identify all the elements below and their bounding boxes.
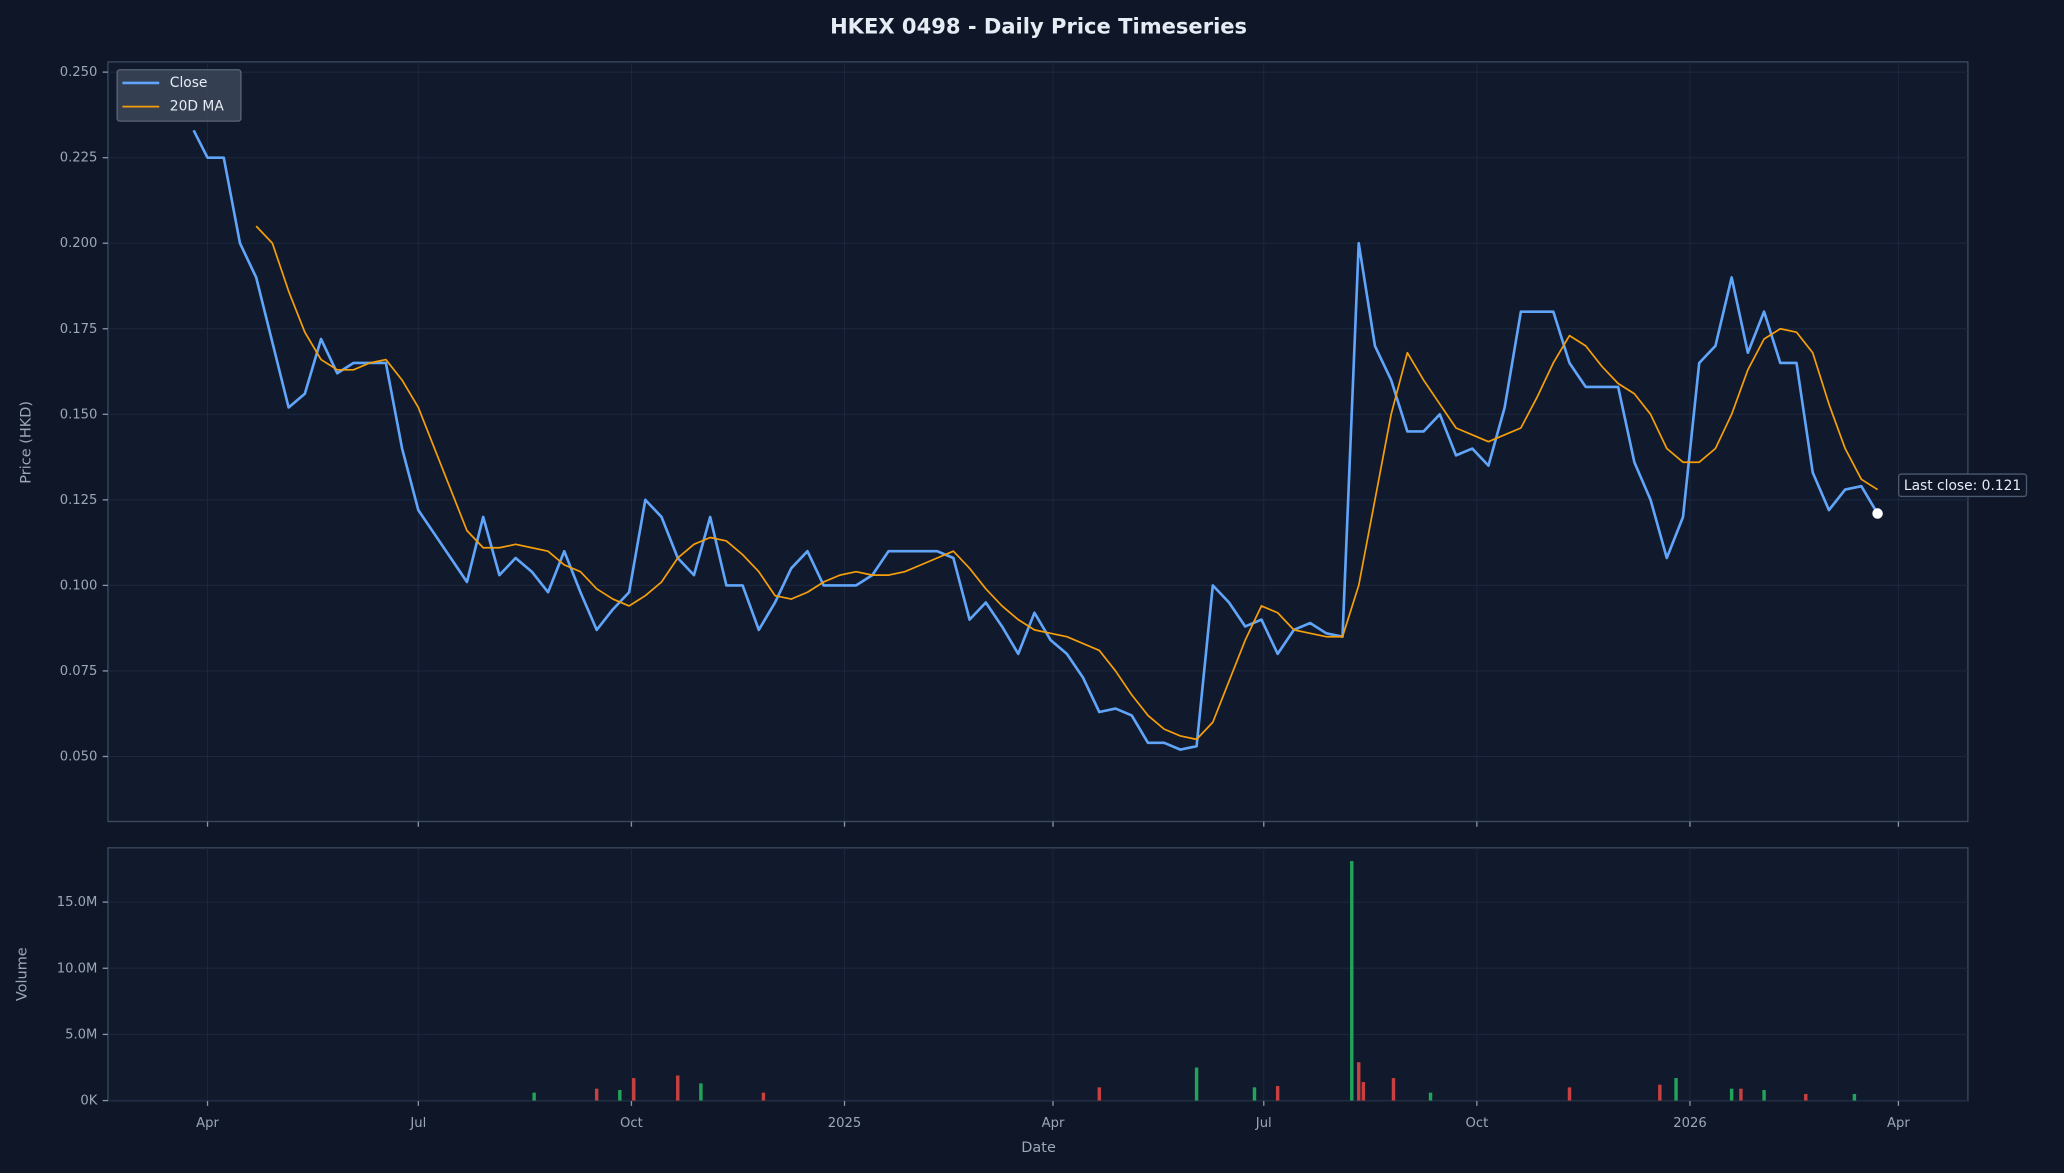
x-axis-label: Date bbox=[1021, 1140, 1056, 1156]
legend-label: 20D MA bbox=[170, 99, 225, 115]
y-axis-label: Volume bbox=[14, 947, 30, 1001]
y-tick-label: 0.225 bbox=[60, 151, 98, 166]
y-tick-label: 0.200 bbox=[60, 236, 98, 251]
chart-title: HKEX 0498 - Daily Price Timeseries bbox=[830, 14, 1247, 39]
x-tick-label: 2025 bbox=[828, 1116, 861, 1131]
volume-bar bbox=[676, 1075, 680, 1101]
volume-bar bbox=[532, 1092, 536, 1101]
y-tick-label: 10.0M bbox=[57, 961, 98, 976]
y-tick-label: 0.175 bbox=[60, 322, 98, 337]
y-tick-label: 0.150 bbox=[60, 407, 98, 422]
x-tick-label: Apr bbox=[1042, 1116, 1065, 1131]
annotation: Last close: 0.121 bbox=[1897, 473, 2028, 498]
volume-bar bbox=[1739, 1088, 1743, 1101]
volume-bar bbox=[1804, 1093, 1808, 1101]
x-tick-label: Jul bbox=[409, 1116, 426, 1131]
volume-bar bbox=[1275, 1086, 1280, 1101]
volume-bar bbox=[1729, 1088, 1734, 1101]
volume-bar bbox=[1350, 861, 1354, 1101]
volume-bar bbox=[1762, 1090, 1766, 1101]
annotation-text: Last close: 0.121 bbox=[1904, 478, 2021, 494]
legend-label: Close bbox=[170, 75, 208, 91]
volume-bar bbox=[699, 1083, 703, 1101]
volume-bar bbox=[761, 1092, 766, 1101]
price-line bbox=[255, 225, 1879, 741]
volume-bar bbox=[618, 1090, 622, 1101]
x-tick-label: Jul bbox=[1255, 1116, 1272, 1131]
volume-bar bbox=[1361, 1082, 1366, 1101]
y-tick-label: 0K bbox=[80, 1094, 97, 1109]
x-tick-label: Oct bbox=[620, 1116, 643, 1131]
volume-bar bbox=[1252, 1087, 1257, 1101]
y-tick-label: 0.125 bbox=[60, 493, 98, 508]
volume-bar bbox=[594, 1088, 599, 1101]
y-tick-label: 0.050 bbox=[60, 749, 98, 764]
y-tick-label: 0.250 bbox=[60, 65, 98, 80]
volume-bar bbox=[1194, 1067, 1199, 1101]
volume-bar bbox=[1852, 1093, 1857, 1101]
x-tick-label: Apr bbox=[1887, 1116, 1910, 1131]
volume-bar bbox=[632, 1078, 636, 1101]
volume-bar bbox=[1391, 1078, 1396, 1101]
y-tick-label: 5.0M bbox=[65, 1027, 97, 1042]
y-axis-label: Price (HKD) bbox=[18, 401, 34, 484]
x-tick-label: Oct bbox=[1465, 1116, 1488, 1131]
volume-bar bbox=[1357, 1062, 1361, 1101]
volume-bar bbox=[1658, 1084, 1662, 1101]
volume-bar bbox=[1097, 1087, 1102, 1101]
price-line bbox=[192, 129, 1879, 751]
price-panel bbox=[107, 61, 1969, 823]
y-tick-label: 0.075 bbox=[60, 664, 98, 679]
legend: Close 20D MA bbox=[116, 69, 242, 122]
volume-bar bbox=[1567, 1087, 1572, 1101]
annotation-box bbox=[1897, 473, 2028, 498]
volume-panel bbox=[107, 847, 1969, 1102]
volume-bar bbox=[1674, 1078, 1678, 1101]
x-tick-label: Apr bbox=[196, 1116, 219, 1131]
last-close-dot bbox=[1872, 508, 1883, 519]
y-tick-label: 0.100 bbox=[60, 578, 98, 593]
volume-bar bbox=[1428, 1092, 1433, 1101]
x-tick-label: 2026 bbox=[1673, 1116, 1706, 1131]
y-tick-label: 15.0M bbox=[57, 895, 98, 910]
